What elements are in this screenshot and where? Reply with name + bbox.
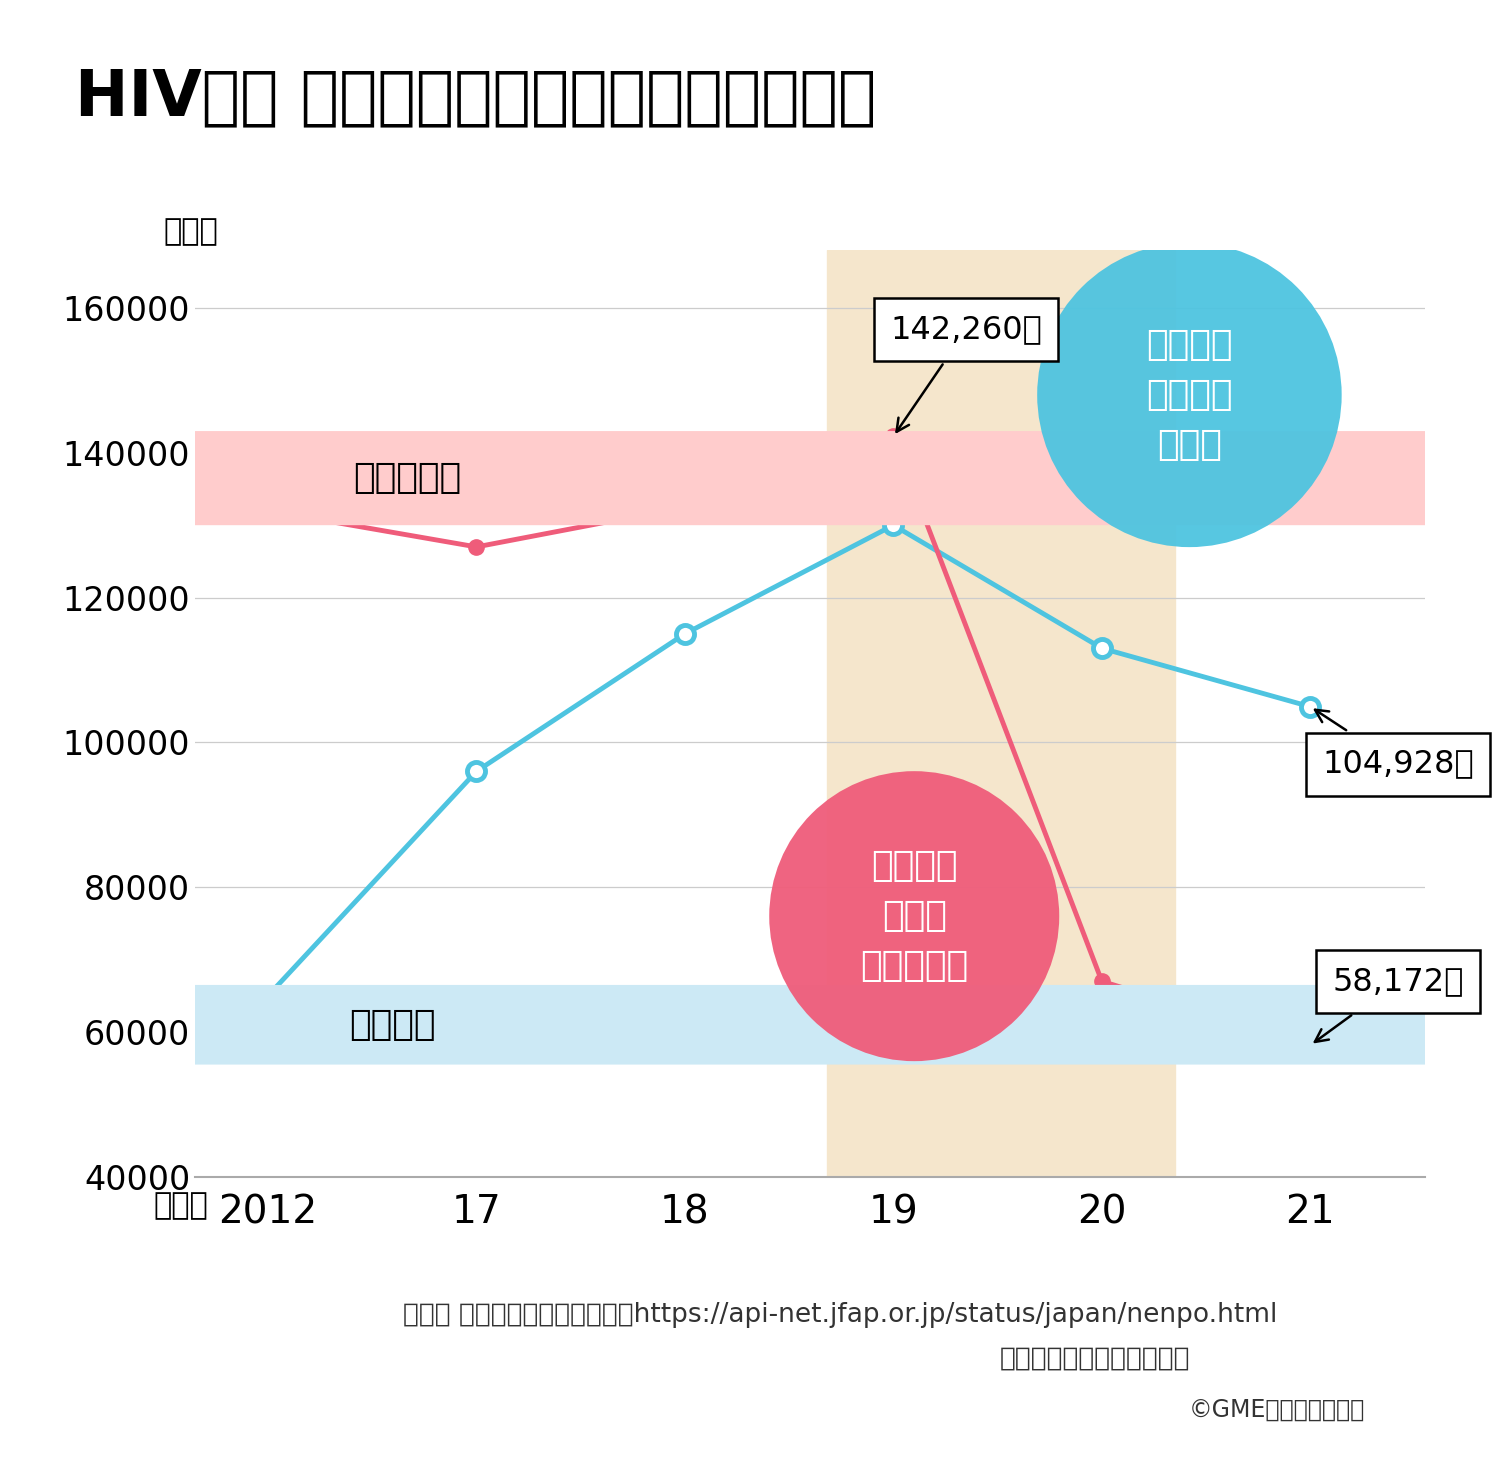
Text: （件）: （件） [164, 218, 219, 247]
Text: 保健所検査: 保健所検査 [354, 460, 462, 496]
Text: 検査指え
により
大幅に減少: 検査指え により 大幅に減少 [859, 849, 969, 983]
Text: 保健所等における検査件数: 保健所等における検査件数 [999, 1346, 1191, 1372]
Text: 出展） エイズ予防情報ネット　https://api-net.jfap.or.jp/status/japan/nenpo.html: 出展） エイズ予防情報ネット https://api-net.jfap.or.j… [404, 1302, 1276, 1328]
FancyBboxPatch shape [0, 986, 1500, 1065]
Text: 104,928件: 104,928件 [1316, 710, 1474, 780]
Bar [827, 250, 1174, 1177]
Ellipse shape [1036, 243, 1341, 547]
Ellipse shape [770, 771, 1059, 1061]
FancyBboxPatch shape [0, 431, 1500, 525]
Text: 142,260件: 142,260件 [891, 315, 1042, 432]
Text: （年）: （年） [153, 1192, 209, 1221]
Text: 58,172件: 58,172件 [1316, 966, 1464, 1041]
Text: 郵送検査
の減少は
わずか: 郵送検査 の減少は わずか [1146, 328, 1233, 462]
Text: 郵送検査: 郵送検査 [350, 1008, 435, 1041]
Text: HIV検査 保健所検査数と郵送検査数の比較: HIV検査 保健所検査数と郵送検査数の比較 [75, 66, 876, 128]
Text: ©GME医学検査研究所: ©GME医学検査研究所 [1188, 1397, 1365, 1421]
